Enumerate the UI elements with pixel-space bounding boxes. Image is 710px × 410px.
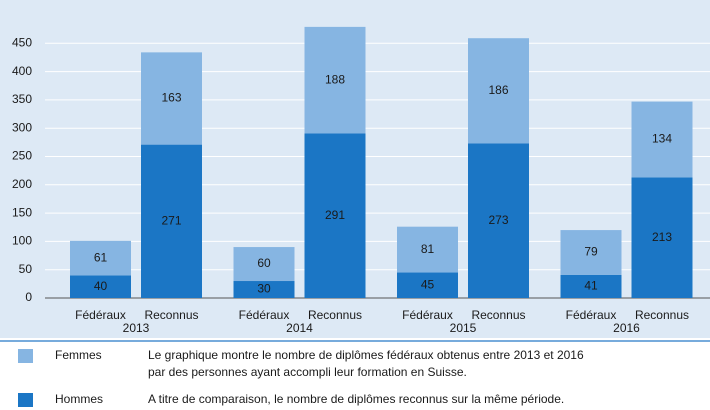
data-label: 30 [257, 282, 271, 296]
bar-segment [70, 240, 131, 276]
bar-segment [141, 144, 202, 298]
legend-label: Hommes [55, 392, 103, 406]
bar-segment [397, 272, 458, 298]
data-label: 79 [584, 245, 598, 259]
bar-segment [304, 26, 366, 134]
y-tick-label: 350 [12, 92, 32, 106]
bar-segment [70, 275, 131, 298]
y-tick-label: 50 [19, 262, 33, 276]
data-label: 45 [421, 277, 435, 291]
bar-segment [631, 177, 693, 298]
note: par des personnes ayant accompli leur fo… [148, 365, 467, 379]
data-label: 41 [584, 279, 598, 293]
data-label: 291 [325, 208, 345, 222]
y-tick-label: 0 [25, 290, 32, 304]
data-label: 188 [325, 72, 345, 86]
data-label: 61 [94, 250, 108, 264]
legend-label: Femmes [55, 348, 102, 362]
x-tick-label: Reconnus [635, 308, 689, 322]
bar-segment [468, 143, 529, 298]
data-label: 213 [652, 230, 672, 244]
y-tick-label: 300 [12, 120, 32, 134]
note: Le graphique montre le nombre de diplôme… [148, 348, 584, 362]
data-label: 271 [161, 213, 181, 227]
data-label: 186 [488, 83, 508, 97]
legend-swatch [18, 349, 33, 363]
x-tick-label: Fédéraux [75, 308, 126, 322]
data-label: 273 [488, 213, 508, 227]
y-tick-label: 200 [12, 177, 32, 191]
group-label: 2016 [613, 321, 640, 335]
data-label: 134 [652, 132, 672, 146]
data-label: 60 [257, 256, 271, 270]
group-label: 2013 [123, 321, 150, 335]
legend-swatch [18, 393, 33, 407]
x-tick-label: Fédéraux [402, 308, 453, 322]
x-tick-label: Reconnus [144, 308, 198, 322]
y-tick-label: 450 [12, 35, 32, 49]
x-tick-label: Reconnus [308, 308, 362, 322]
bar-segment [631, 101, 693, 178]
y-tick-label: 150 [12, 205, 32, 219]
data-label: 40 [94, 279, 108, 293]
y-tick-label: 250 [12, 149, 32, 163]
group-label: 2014 [286, 321, 313, 335]
bar-segment [560, 274, 622, 298]
bar-segment [468, 38, 529, 144]
data-label: 163 [161, 91, 181, 105]
bar-segment [397, 226, 458, 273]
x-tick-label: Reconnus [471, 308, 525, 322]
bar-segment [304, 133, 366, 298]
y-tick-label: 100 [12, 234, 32, 248]
bar-segment [233, 281, 295, 298]
note: A titre de comparaison, le nombre de dip… [148, 392, 564, 406]
bar-segment [141, 52, 202, 145]
data-label: 81 [421, 242, 435, 256]
y-tick-label: 400 [12, 64, 32, 78]
x-tick-label: Fédéraux [239, 308, 290, 322]
group-label: 2015 [450, 321, 477, 335]
bar-segment [233, 247, 295, 282]
x-tick-label: Fédéraux [566, 308, 617, 322]
bar-segment [560, 230, 622, 275]
